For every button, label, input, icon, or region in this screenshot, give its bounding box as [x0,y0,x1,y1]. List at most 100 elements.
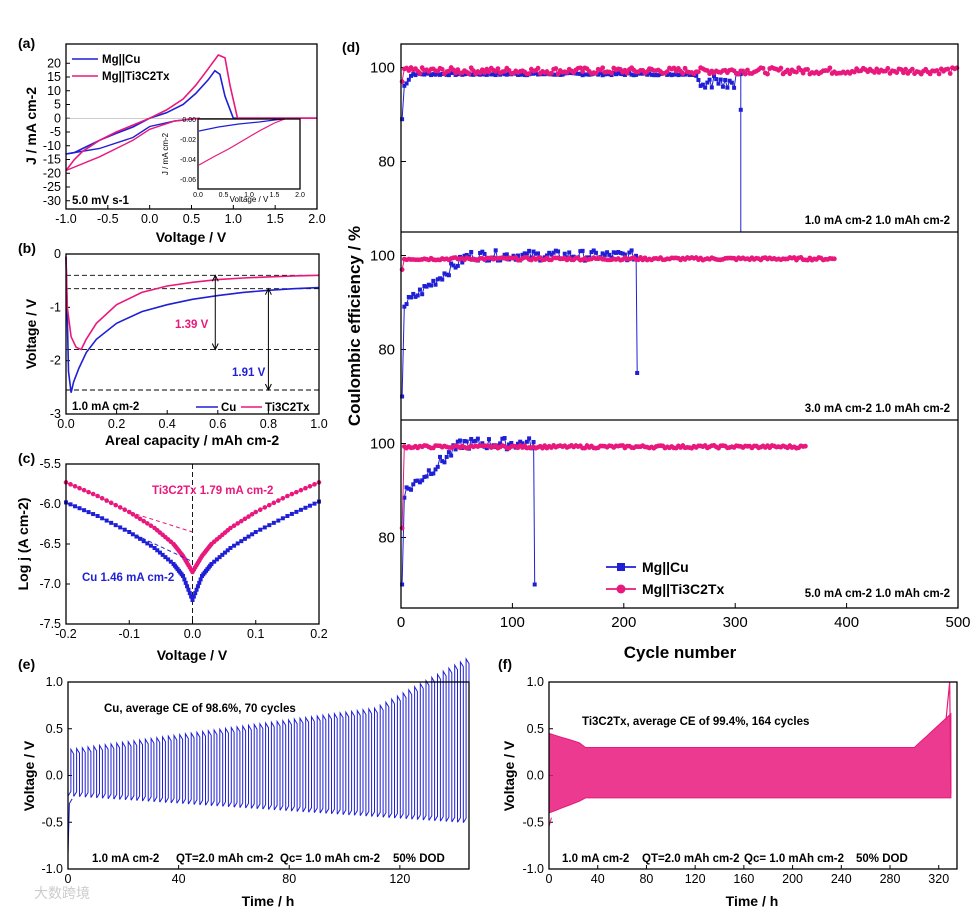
series-c-ti-point [117,505,123,510]
series-d-cu-point [455,439,460,444]
series-c-ti-point [262,505,268,510]
series-c-cu-point [73,504,78,509]
series-d-cu-point [482,251,487,256]
series-d-cu-point [536,251,541,256]
panel-a-ytick-label: 10 [47,84,61,98]
panel-f-ylabel: Voltage / V [501,740,517,811]
panel-c-xlabel: Voltage / V [157,647,228,663]
panel-d-xtick-label: 100 [500,614,525,631]
panel-a-xlabel: Voltage / V [156,229,227,245]
series-c-ti-point [280,495,286,501]
panel-d: (d) Coulombic efficiency / % Cycle numbe… [342,39,959,662]
panel-a-ytick-label: -30 [43,194,61,208]
series-d-cu-point [500,436,505,441]
panel-f-ytick-label: -0.5 [522,815,544,829]
series-d-cu-point [420,292,425,297]
series-d-cu-point [413,478,418,483]
series-d-cu-point [424,284,429,289]
panel-b-xtick-label: 0.0 [57,417,74,431]
series-d-cu-point [669,73,674,78]
series-d-cu-point [431,72,436,77]
series-c-cu-point [186,587,191,592]
series-d-cu-point [429,73,434,78]
series-c-cu-point [95,514,100,518]
panel-a-xtick-label: 1.0 [225,212,242,226]
series-d-cu-point [422,72,427,77]
series-c-ti-point [134,514,139,519]
panel-c-ytick-label: -5.5 [39,457,61,471]
panel-a-xtick-label: 2.0 [308,212,325,226]
panel-e-title: Cu, average CE of 98.6%, 70 cycles [104,703,296,715]
panel-d-xtick-label: 400 [834,614,859,631]
series-c-cu-point [82,508,87,513]
panel-d-ytick-label: 100 [370,248,395,265]
series-d-cu-point [411,482,416,487]
series-d-cu-point [547,250,552,255]
panel-f-xtick-label: 240 [831,872,852,886]
series-b-cu [65,256,320,393]
series-d-cu-point [455,263,460,268]
series-d-cu-point [400,394,405,399]
panel-d-ytick-label: 80 [378,530,395,547]
series-d-cu-point [431,278,436,283]
panel-d-ytick-label: 100 [370,436,395,453]
panel-a-inset-xtick: 2.0 [295,192,305,199]
series-c-ti-point [231,523,237,529]
series-d-cu-point [433,72,438,77]
panel-f-xtick-label: 120 [685,872,706,886]
series-d-cu-point [409,295,414,300]
panel-d-ytick-label: 80 [378,342,395,359]
panel-a-inset-xtick: 1.0 [244,192,254,199]
series-c-cu-point [298,507,303,512]
panel-c-ylabel: Log j (A cm-2) [15,498,31,591]
series-d-cu-point [551,72,556,77]
panel-f-voltage-band [548,712,952,814]
series-d-ti-point [742,71,748,77]
series-d-cu-point [433,282,438,287]
series-d-cu-point [453,447,458,452]
series-c-ti-point [235,521,240,526]
series-d-cu-point [600,73,605,78]
series-d-ti-point [577,65,583,71]
series-c-cu-point [104,518,109,523]
series-d-cu-point [551,250,556,255]
series-d-cu-point [406,77,411,82]
series-d-cu-point [520,441,525,446]
panel-c-xtick-label: 0.1 [247,627,264,641]
series-d-cu-point [422,474,427,479]
series-d-ti-point [794,69,799,75]
series-a-inset-ti [198,118,285,166]
series-d-cu-point [683,72,688,77]
legend-b-ti-label: Ti3C2Tx [265,402,310,414]
panel-a-ytick-label: -10 [43,139,61,153]
series-d-cu-point [417,480,422,485]
series-d-cu-point [536,72,541,77]
series-d-cu-point [453,265,458,270]
series-c-cu-point [138,536,143,541]
series-c-ti-point [99,495,105,501]
panel-c: (c) Log j (A cm-2) Voltage / V Ti3C2Tx 1… [15,450,320,663]
series-d-ti-point [894,70,900,76]
series-d-cu-point [402,83,407,88]
series-c-ti-point [271,500,277,506]
panel-f-xtick-label: 280 [880,872,901,886]
series-d-cu-point [462,253,467,258]
series-d-ti-point [936,71,942,77]
series-c-ti-point [257,507,263,513]
legend-d-cu-label: Mg||Cu [642,559,689,575]
series-d-cu-point [694,73,699,78]
series-d-cu-point [705,80,710,85]
series-d-ti-point [446,68,452,74]
panel-e-ylabel: Voltage / V [21,740,37,811]
series-d-ti-point [664,69,670,74]
series-d-cu-point [620,251,625,256]
series-d-cu-point [714,77,719,82]
series-c-ti-point [242,516,248,522]
series-c-cu-point [228,546,233,550]
series-c-cu-point [185,584,190,589]
series-d-cu-point [498,441,503,446]
panel-b-ytick-label: -3 [50,407,61,421]
series-c-cu-point [183,580,188,585]
series-d-cu-point [718,77,723,82]
